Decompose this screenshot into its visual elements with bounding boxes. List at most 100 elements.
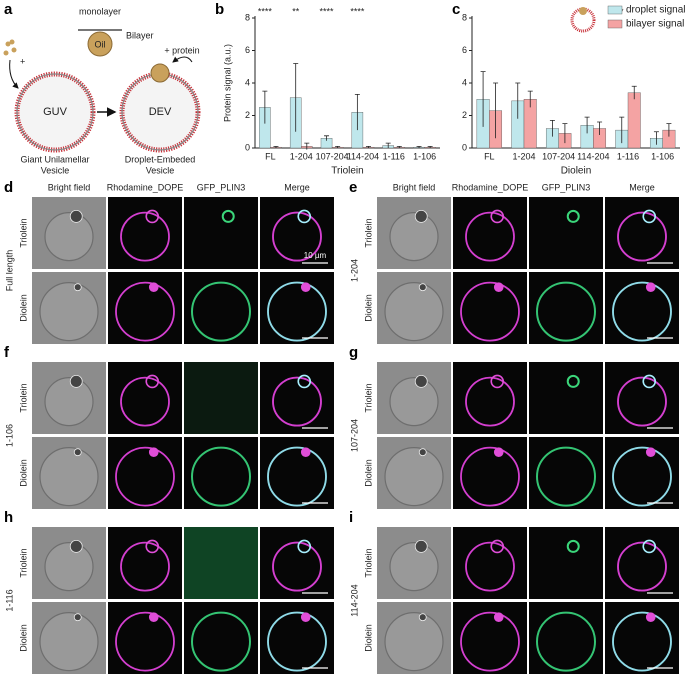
- column-header: Rhodamine_DOPE: [107, 182, 184, 192]
- droplet: [490, 209, 505, 224]
- micrograph: [260, 362, 334, 434]
- micrograph-panel: d Bright field Rhodamine_DOPE GFP_PLIN3 Merg…: [4, 179, 334, 344]
- image-bg: [184, 272, 258, 344]
- column-header: GFP_PLIN3: [542, 182, 591, 192]
- image-bg: [260, 527, 334, 599]
- droplet: [566, 539, 580, 553]
- image-bg: [108, 437, 182, 509]
- protein-dot: [11, 47, 17, 53]
- micrograph: [32, 362, 106, 434]
- droplet: [69, 210, 83, 223]
- error-bar: [354, 93, 360, 131]
- membrane: [115, 446, 175, 507]
- x-tick-label: 1-116: [383, 151, 405, 161]
- droplet: [73, 613, 82, 622]
- micrograph: [605, 362, 679, 434]
- membrane: [612, 611, 672, 672]
- protein-dot: [3, 50, 9, 56]
- micrograph: [453, 527, 527, 599]
- membrane: [465, 541, 515, 592]
- row-label: Diolein: [18, 294, 28, 322]
- membrane: [617, 211, 667, 262]
- image-bg: [529, 362, 603, 434]
- droplet: [490, 374, 505, 389]
- image-bg: [184, 527, 258, 599]
- membrane: [460, 281, 520, 342]
- micrograph: [32, 527, 106, 599]
- droplet: [418, 613, 427, 622]
- oil-label: Oil: [95, 39, 106, 49]
- legend-swatch: [607, 19, 623, 29]
- panel-label: b: [215, 1, 224, 18]
- membrane: [267, 446, 327, 507]
- oil-drop: [87, 31, 113, 57]
- image-bg: [260, 272, 334, 344]
- micrograph: [453, 602, 527, 674]
- micrograph: [108, 362, 182, 434]
- x-tick-label: 107-204: [542, 151, 575, 161]
- y-axis-label: Protein signal (a.u.): [222, 44, 232, 122]
- image-bg: [529, 527, 603, 599]
- micrograph: [529, 362, 603, 434]
- error-bar: [365, 145, 371, 148]
- droplet: [145, 209, 160, 224]
- image-bg: [529, 272, 603, 344]
- image-bg: [260, 602, 334, 674]
- image-bg: [529, 602, 603, 674]
- row-label: Diolein: [18, 624, 28, 652]
- panel-label: d: [4, 179, 13, 196]
- column-header: Rhodamine_DOPE: [452, 182, 529, 192]
- micrograph: [377, 527, 451, 599]
- image-bg: [605, 272, 679, 344]
- membrane: [272, 541, 322, 592]
- micrograph: [32, 602, 106, 674]
- vesicle: [39, 281, 99, 342]
- vesicle: [39, 446, 99, 507]
- x-tick-label: 1-106: [651, 151, 674, 161]
- micrograph: [260, 272, 334, 344]
- image-bg: [605, 197, 679, 269]
- micrograph: [377, 362, 451, 434]
- membrane: [115, 611, 175, 672]
- membrane: [617, 541, 667, 592]
- droplet: [642, 209, 657, 224]
- arrow: [9, 59, 19, 89]
- vesicle: [384, 446, 444, 507]
- y-tick-label: 2: [462, 110, 467, 120]
- membrane: [120, 376, 170, 427]
- membrane: [191, 446, 251, 507]
- x-axis-label: Triolein: [331, 166, 363, 177]
- x-tick-label: 1-106: [413, 151, 436, 161]
- droplet: [418, 448, 427, 457]
- micrograph: [32, 197, 106, 269]
- significance: ****: [320, 6, 335, 16]
- micrograph: [453, 272, 527, 344]
- micrograph: [529, 197, 603, 269]
- micrograph: [184, 437, 258, 509]
- image-bg: [605, 602, 679, 674]
- legend-icon: [570, 7, 596, 33]
- droplet: [73, 448, 82, 457]
- image-bg: [184, 437, 258, 509]
- membrane: [465, 211, 515, 262]
- membrane: [267, 281, 327, 342]
- membrane: [272, 211, 322, 262]
- row-label: Diolein: [18, 459, 28, 487]
- image-bg: [108, 197, 182, 269]
- micrograph: [605, 197, 679, 269]
- construct-label: Full length: [4, 250, 14, 292]
- membrane: [267, 611, 327, 672]
- droplet: [297, 374, 312, 389]
- micrograph-panel: i 114-204 Triolein Diolein: [349, 509, 679, 674]
- row-label: Triolein: [363, 218, 373, 247]
- droplet: [414, 210, 428, 223]
- error-bar: [335, 145, 341, 148]
- image-bg: [260, 437, 334, 509]
- micrograph-panel: e Bright field Rhodamine_DOPE GFP_PLIN3 Merg…: [349, 179, 679, 344]
- guv-label: GUV: [43, 106, 68, 118]
- row-label: Diolein: [363, 624, 373, 652]
- vesicle: [44, 541, 94, 592]
- y-tick-label: 4: [245, 77, 250, 87]
- panel-label: a: [4, 1, 13, 18]
